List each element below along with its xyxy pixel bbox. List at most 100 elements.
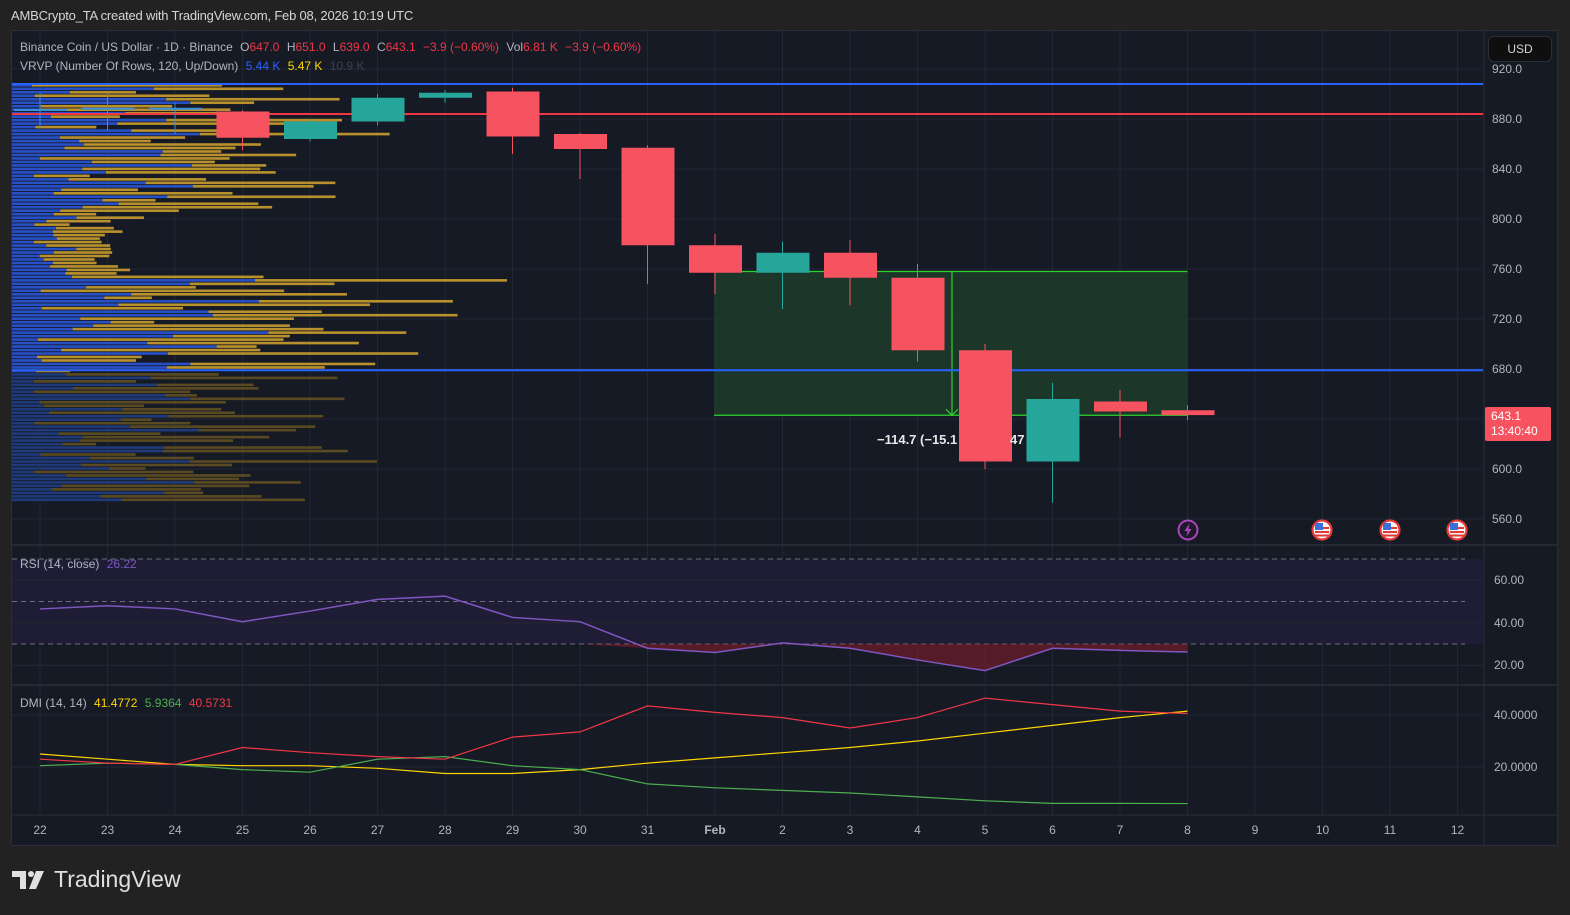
candle-body (419, 92, 472, 98)
us-flag-event-icon[interactable] (1446, 519, 1468, 541)
vrvp-up-bar (12, 125, 36, 129)
vrvp-down-bar (173, 334, 290, 338)
vrvp-down-bar (39, 157, 230, 160)
vrvp-down-bar (150, 376, 338, 380)
date-axis-label: 5 (981, 823, 989, 837)
vrvp-up-bar (12, 90, 70, 94)
vrvp-up-bar (12, 122, 118, 125)
vrvp-up-bar (12, 303, 119, 307)
vrvp-up-bar (12, 132, 200, 136)
vrvp-up-bar (12, 191, 54, 195)
vrvp-down-bar (40, 104, 173, 108)
vrvp-down-bar (32, 84, 222, 87)
vrvp-up-bar (12, 247, 77, 251)
vrvp-down-bar (39, 400, 226, 404)
vrvp-down-bar (164, 446, 322, 449)
vrvp-down-bar (72, 275, 264, 279)
minus-di-line (39, 697, 1188, 766)
vrvp-up-bar (12, 488, 52, 491)
vrvp-up-bar (12, 380, 34, 383)
date-axis-label: 30 (573, 823, 587, 837)
vrvp-down-bar (41, 306, 184, 310)
vrvp-down-bar (216, 345, 257, 348)
vrvp-down-bar (166, 97, 340, 101)
vrvp-up-bar (12, 198, 103, 202)
vrvp-label: VRVP (Number Of Rows, 120, Up/Down) (20, 59, 239, 73)
vrvp-up-bar (12, 251, 54, 254)
vrvp-down-bar (162, 150, 222, 153)
price-axis-label: 560.0 (1492, 512, 1523, 526)
candle-body (689, 245, 742, 273)
vrvp-up-bar (12, 456, 90, 460)
tradingview-logo[interactable]: TradingView (12, 866, 181, 893)
vrvp-down-bar (66, 474, 251, 477)
vrvp-down-bar (33, 380, 137, 383)
vrvp-up-bar (12, 104, 41, 108)
date-axis-label: 27 (370, 823, 385, 837)
vrvp-up-bar (12, 299, 259, 303)
vrvp-up-bar (12, 230, 53, 233)
lightning-event-icon[interactable] (1177, 519, 1199, 541)
date-axis-label: 26 (303, 823, 317, 837)
rsi-axis-label: 40.00 (1494, 615, 1525, 630)
vrvp-down-bar (52, 261, 97, 265)
vrvp-up-bar (12, 414, 169, 418)
vrvp-down-bar (120, 418, 152, 422)
vrvp-up-bar (12, 324, 94, 327)
vrvp-up-bar (12, 286, 87, 289)
vrvp-down-bar (34, 470, 194, 474)
vrvp-up-bar (12, 331, 269, 334)
rsi-legend[interactable]: RSI (14, close) 26.22 (20, 557, 141, 571)
us-flag-event-icon[interactable] (1379, 519, 1401, 541)
vrvp-up-bar (12, 460, 190, 463)
dmi-legend[interactable]: DMI (14, 14) 41.4772 5.9364 40.5731 (20, 696, 236, 710)
vrvp-down-bar (89, 456, 194, 460)
vrvp-up-bar (12, 219, 47, 223)
date-axis-label: 22 (33, 823, 47, 837)
vrvp-up-bar (12, 171, 106, 174)
vrvp-down-bar (80, 439, 234, 442)
vrvp-down-bar (41, 359, 137, 362)
candle-body (216, 111, 270, 138)
vrvp-down-bar (129, 425, 316, 428)
us-flag-event-icon[interactable] (1311, 519, 1333, 541)
vrvp-down-bar (121, 498, 305, 502)
candle-body (1161, 410, 1215, 416)
vrvp-up-bar (12, 428, 199, 432)
vrvp-up-bar (12, 97, 167, 101)
vrvp-down-bar (65, 272, 117, 275)
vrvp-up-bar (12, 400, 40, 404)
vrvp-down-bar (56, 237, 100, 240)
date-axis-label: 10 (1315, 823, 1330, 837)
high-value: 651.0 (295, 40, 326, 54)
vrvp-up-bar (12, 157, 40, 160)
vrvp-up-bar (12, 383, 157, 387)
vrvp-legend[interactable]: VRVP (Number Of Rows, 120, Up/Down) 5.44… (20, 59, 368, 73)
vrvp-down-bar (190, 397, 345, 401)
vrvp-up-bar (12, 355, 37, 359)
vrvp-down-bar (50, 265, 118, 268)
vrvp-down-bar (40, 289, 285, 293)
volume-change-value: −3.9 (−0.60%) (565, 40, 642, 54)
vrvp-up-bar (12, 212, 54, 216)
vrvp-down-bar (33, 174, 90, 178)
vrvp-down-bar (53, 233, 105, 237)
vrvp-down-bar (33, 390, 191, 394)
vrvp-up-value: 5.44 K (245, 59, 281, 73)
candle-body (351, 97, 405, 122)
vrvp-up-bar (12, 404, 45, 408)
vrvp-up-bar (12, 226, 56, 230)
date-axis-label: 7 (1116, 823, 1124, 837)
price-axis-label: 680.0 (1492, 362, 1523, 376)
vrvp-down-bar (76, 216, 144, 219)
vrvp-down-bar (102, 198, 156, 202)
measure-arrow-icon (945, 408, 959, 417)
currency-button[interactable]: USD (1488, 36, 1552, 62)
vrvp-up-bar (12, 320, 111, 324)
date-axis-label: 6 (1049, 823, 1056, 837)
vrvp-down-bar (46, 219, 111, 223)
vrvp-down-bar (105, 171, 276, 174)
date-axis-label: 4 (914, 823, 921, 837)
vrvp-down-bar (66, 268, 131, 272)
